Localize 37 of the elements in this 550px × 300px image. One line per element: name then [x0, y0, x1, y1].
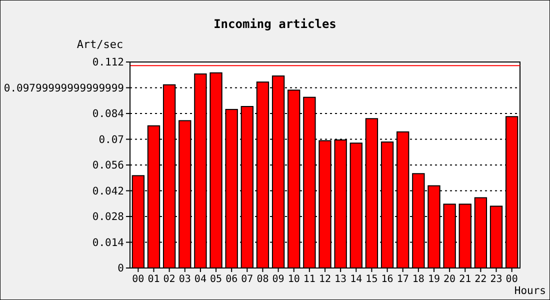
x-tick-label: 11 — [303, 274, 316, 285]
x-tick-label: 03 — [178, 274, 191, 285]
x-tick-label: 00 — [132, 274, 144, 285]
x-tick-label: 15 — [366, 274, 378, 285]
x-tick-label: 06 — [226, 274, 238, 285]
x-tick-label: 23 — [490, 274, 502, 285]
x-tick-label: 21 — [459, 274, 472, 285]
x-tick-label: 04 — [194, 274, 206, 285]
x-tick-label: 02 — [163, 274, 176, 285]
x-tick-label: 00 — [506, 274, 518, 285]
x-tick-label: 14 — [350, 274, 362, 285]
y-axis-title: Art/sec — [76, 38, 124, 51]
y-tick-label: 0 — [118, 262, 124, 275]
x-tick-label: 22 — [474, 274, 487, 285]
x-tick-label: 19 — [428, 274, 440, 285]
x-tick-label: 13 — [334, 274, 347, 285]
y-tick-label: 0.028 — [92, 211, 124, 224]
y-tick-label: 0.014 — [92, 236, 124, 249]
x-tick-label: 10 — [288, 274, 300, 285]
x-tick-label: 18 — [412, 274, 424, 285]
x-tick-label: 20 — [444, 274, 456, 285]
x-axis-title: Hours — [514, 285, 546, 297]
y-tick-label: 0.056 — [92, 160, 124, 172]
x-tick-label: 08 — [256, 274, 269, 285]
x-tick-label: 05 — [210, 274, 222, 285]
y-tick-label: 0.084 — [92, 108, 124, 120]
y-tick-label: 0.09799999999999999 — [4, 82, 124, 94]
x-tick-label: 17 — [396, 274, 409, 285]
x-tick-label: 01 — [148, 274, 160, 285]
chart-title: Incoming articles — [214, 17, 336, 31]
y-tick-label: 0.07 — [98, 134, 124, 146]
x-tick-label: 07 — [241, 274, 254, 285]
x-tick-label: 16 — [381, 274, 394, 285]
y-tick-label: 0.042 — [92, 185, 124, 198]
x-tick-label: 09 — [272, 274, 284, 285]
x-tick-label: 12 — [318, 274, 332, 285]
y-tick-label: 0.112 — [92, 56, 124, 69]
